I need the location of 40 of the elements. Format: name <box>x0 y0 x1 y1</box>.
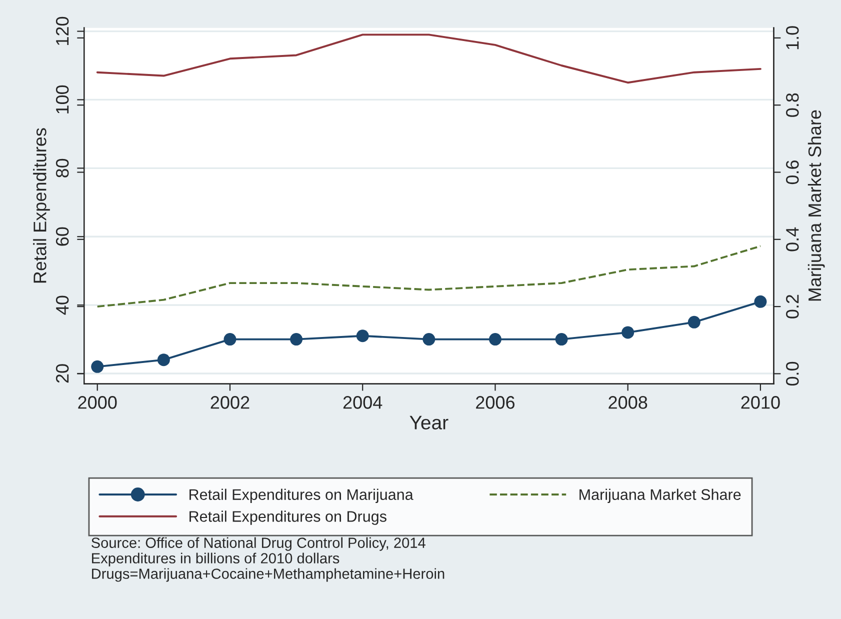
y2-tick-label: 0.4 <box>786 227 799 252</box>
x-tick-label: 2008 <box>608 396 648 409</box>
point <box>422 333 436 346</box>
line-series <box>96 245 762 308</box>
x-axis-title: Year <box>410 416 448 430</box>
y-tick-label: 20 <box>56 364 69 383</box>
x-tick-label: 2010 <box>741 396 780 409</box>
y-tick-label: 40 <box>56 296 69 315</box>
point <box>754 295 767 308</box>
point <box>290 333 303 346</box>
x-tick-label: 2004 <box>343 396 382 409</box>
point <box>157 354 170 366</box>
x-tick-label: 2002 <box>210 396 250 409</box>
point <box>224 333 236 346</box>
y-tick-label: 120 <box>56 16 69 45</box>
point <box>356 330 369 342</box>
point <box>555 333 568 346</box>
y-tick-label: 100 <box>56 85 69 114</box>
line-series <box>96 34 762 84</box>
text: Drugs=Marijuana+Cocaine+Methamphetamine+Heroin <box>92 568 444 582</box>
legend-label: Retail Expenditures on Drugs <box>190 510 386 525</box>
y2-tick-label: 0.2 <box>786 294 799 318</box>
point <box>488 333 502 346</box>
y-axis-title: Retail Expenditures <box>33 128 50 283</box>
legend-label: Marijuana Market Share <box>580 488 741 504</box>
legend-label: Retail Expenditures on Marijuana <box>190 488 414 504</box>
x-tick-label: 2000 <box>78 396 117 409</box>
x-tick-label: 2006 <box>476 396 515 409</box>
y2-axis-title: Marijuana Market Share <box>808 110 825 301</box>
y-tick-label: 80 <box>56 158 69 178</box>
source-note: Source: Office of National Drug Control Policy, 2014 <box>91 537 426 551</box>
y2-tick-label: 0.8 <box>786 93 799 117</box>
y2-tick-label: 1.0 <box>786 26 799 50</box>
point <box>622 326 634 339</box>
point <box>688 316 700 328</box>
point <box>91 360 104 373</box>
text: Expenditures in billions of 2010 dollars <box>92 552 340 566</box>
y-tick-label: 60 <box>56 227 69 246</box>
y2-tick-label: 0.0 <box>786 362 799 386</box>
y2-tick-label: 0.6 <box>786 160 799 184</box>
